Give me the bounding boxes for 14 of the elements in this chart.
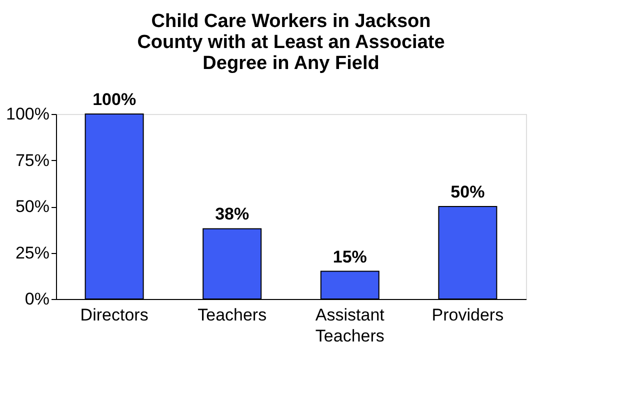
chart-title: Child Care Workers in Jackson County with at Least an Associate Degree in Any Field [137,11,445,74]
x-tick-label: Providers [432,306,504,324]
data-label: 50% [450,182,485,202]
x-tick-label: Directors [80,306,148,324]
data-label: 100% [92,90,136,109]
data-label: 15% [332,247,367,266]
x-tick-label: Assistant Teachers [315,306,385,346]
y-tick-label: 75% [15,150,50,170]
x-tick-label: Teachers [198,306,267,324]
data-label: 38% [215,204,250,224]
y-tick-label: 100% [6,104,50,124]
y-tick-label: 25% [15,243,50,262]
y-tick-label: 50% [15,197,50,216]
y-tick-label: 0% [24,290,50,308]
